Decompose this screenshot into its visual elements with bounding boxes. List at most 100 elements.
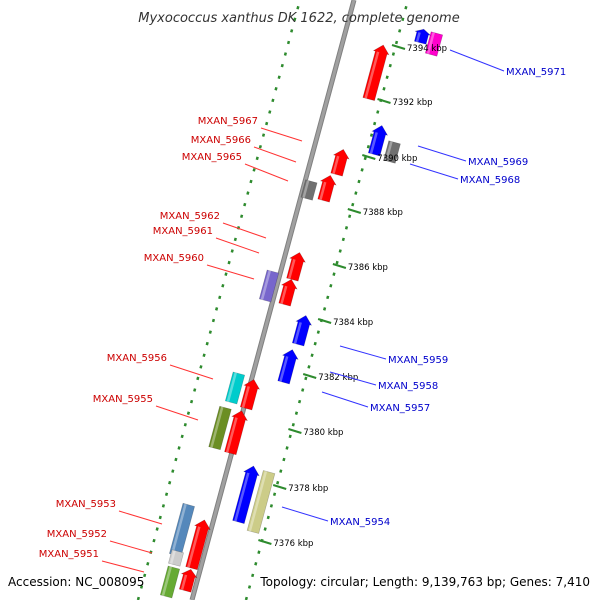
gene-block — [277, 349, 299, 385]
gene-block — [185, 519, 211, 571]
gene-block-highlight — [210, 406, 224, 448]
right-gene-label: MXAN_5958 — [378, 381, 438, 392]
right-gene-label: MXAN_5968 — [460, 175, 520, 186]
gene-block — [317, 174, 337, 203]
gene-block — [224, 410, 249, 456]
right-gene-label: MXAN_5959 — [388, 355, 448, 366]
gene-block-highlight — [293, 322, 302, 344]
tick-mark — [258, 539, 272, 545]
left-label-leader — [109, 540, 153, 554]
left-gene-label: MXAN_5965 — [182, 152, 242, 163]
gene-block-highlight — [364, 51, 380, 99]
gene-block-highlight — [225, 417, 238, 453]
gene-block-highlight — [426, 32, 435, 55]
gene-block-highlight — [415, 32, 421, 43]
gene-block-highlight — [288, 259, 296, 279]
gene-block — [258, 269, 280, 303]
tick-mark — [317, 318, 332, 324]
right-gene-label: MXAN_5954 — [330, 517, 390, 528]
right-gene-label: MXAN_5969 — [468, 157, 528, 168]
left-gene-label: MXAN_5961 — [153, 226, 213, 237]
tick-label: 7394 kbp — [407, 44, 447, 54]
tick-label: 7384 kbp — [333, 318, 373, 328]
gene-block — [278, 278, 298, 307]
left-label-leader — [155, 405, 199, 421]
gene-block — [414, 28, 431, 45]
gene-block — [232, 465, 260, 524]
gene-block-highlight — [234, 472, 250, 522]
left-label-leader — [215, 237, 260, 254]
right-gene-label: MXAN_5971 — [506, 67, 566, 78]
topology-summary: Topology: circular; Length: 9,139,763 bp… — [259, 575, 590, 589]
right-label-leader — [417, 145, 467, 162]
gene-block — [208, 405, 232, 451]
tick-mark — [272, 484, 287, 490]
gene-block-highlight — [226, 372, 237, 402]
accession-text: Accession: NC_008095 — [8, 575, 144, 589]
gene-block — [246, 470, 276, 534]
tick-label: 7392 kbp — [393, 98, 433, 108]
gene-block-highlight — [169, 550, 176, 565]
gene-layer — [159, 28, 444, 599]
tick-label: 7388 kbp — [363, 208, 403, 218]
left-gene-label: MXAN_5952 — [47, 529, 107, 540]
gene-block — [362, 44, 390, 101]
left-gene-label: MXAN_5956 — [107, 353, 167, 364]
gene-block — [178, 569, 198, 593]
tick-mark — [302, 373, 317, 379]
left-gene-label: MXAN_5960 — [144, 253, 204, 264]
gene-block — [330, 148, 350, 177]
gene-block-highlight — [319, 181, 327, 200]
gene-block — [286, 252, 306, 282]
gene-block — [291, 315, 313, 347]
right-label-leader — [409, 163, 459, 180]
outer-dotted-ring — [136, 0, 302, 600]
left-label-leader — [260, 127, 303, 142]
gene-block — [367, 125, 389, 157]
tick-label: 7376 kbp — [273, 539, 313, 549]
gene-label-layer: MXAN_5967 MXAN_5966 MXAN_5965 MXAN_5962 MXAN… — [39, 67, 567, 560]
left-label-leader — [101, 560, 145, 573]
tick-label: 7380 kbp — [303, 428, 343, 438]
left-label-leader — [169, 364, 214, 380]
left-gene-label: MXAN_5955 — [93, 394, 153, 405]
gene-block — [224, 371, 246, 405]
right-label-leader — [329, 371, 377, 386]
tick-mark — [288, 428, 302, 434]
left-label-leader — [222, 222, 267, 239]
genome-backbone — [190, 0, 356, 600]
tick-mark — [391, 44, 406, 50]
tick-mark — [377, 98, 391, 104]
gene-block-highlight — [385, 141, 393, 162]
right-label-leader — [281, 506, 329, 522]
right-label-leader — [339, 345, 387, 360]
tick-mark — [332, 263, 347, 269]
tick-label: 7390 kbp — [377, 154, 417, 164]
left-label-leader — [253, 146, 297, 163]
tick-label: 7378 kbp — [288, 484, 328, 494]
right-label-leader — [321, 391, 369, 408]
gene-block — [159, 565, 181, 599]
gene-block-highlight — [241, 386, 250, 408]
gene-block-highlight — [332, 155, 340, 174]
tick-layer: 7394 kbp 7392 kbp 7390 kbp 7388 kbp 7386 kbp… — [258, 44, 447, 549]
gene-block-highlight — [180, 574, 188, 591]
left-gene-label: MXAN_5966 — [191, 135, 251, 146]
gene-block-highlight — [279, 356, 289, 382]
gene-block — [383, 140, 401, 164]
tick-label: 7382 kbp — [318, 373, 358, 383]
gene-block-highlight — [161, 566, 172, 596]
left-gene-label: MXAN_5951 — [39, 549, 99, 560]
gene-block — [239, 379, 261, 411]
tick-mark — [362, 154, 376, 160]
gene-block — [424, 31, 444, 57]
gene-block-highlight — [260, 270, 271, 300]
left-label-leader — [118, 510, 163, 525]
label-leader-layer — [101, 49, 505, 573]
gene-block-highlight — [369, 132, 378, 154]
gene-block — [168, 549, 184, 567]
tick-mark — [347, 208, 362, 214]
gene-block — [300, 179, 318, 201]
left-label-leader — [244, 163, 289, 182]
